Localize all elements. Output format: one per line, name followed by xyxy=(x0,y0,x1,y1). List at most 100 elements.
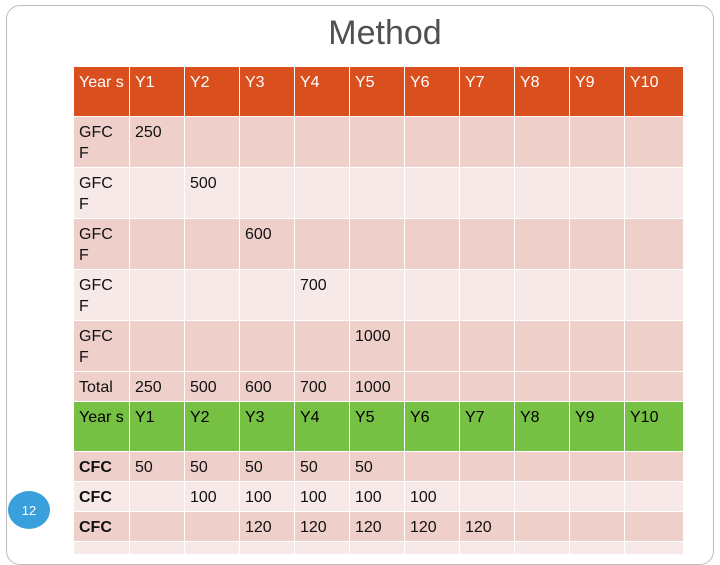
table-cell xyxy=(349,269,405,321)
table-cell: 50 xyxy=(129,451,185,482)
gfcf-row: GFC F 1000 xyxy=(73,320,684,372)
row-label-cell: Year s xyxy=(73,401,130,452)
table-cell xyxy=(239,167,295,219)
table-cell xyxy=(459,451,515,482)
table-cell xyxy=(569,481,625,512)
table-cell: Y9 xyxy=(569,401,625,452)
table-cell xyxy=(404,371,460,402)
table-cell xyxy=(129,541,185,555)
table-cell xyxy=(404,320,460,372)
table-cell xyxy=(184,218,240,270)
table-cell xyxy=(404,218,460,270)
table-cell xyxy=(624,451,684,482)
table-cell: 120 xyxy=(459,511,515,542)
table-cell xyxy=(73,541,130,555)
table-cell: 250 xyxy=(129,116,185,168)
table-cell xyxy=(459,269,515,321)
table-cell xyxy=(184,269,240,321)
table-cell: Y6 xyxy=(404,66,460,117)
table-cell xyxy=(569,451,625,482)
table-cell xyxy=(129,269,185,321)
table-cell xyxy=(459,218,515,270)
table-cell xyxy=(239,269,295,321)
table-cell xyxy=(624,541,684,555)
table-cell: 500 xyxy=(184,167,240,219)
table-cell: 120 xyxy=(404,511,460,542)
table-cell xyxy=(569,320,625,372)
table-cell: 500 xyxy=(184,371,240,402)
table-cell xyxy=(514,371,570,402)
cfc-row: CFC 120 120 120 120 120 xyxy=(73,511,684,542)
table-cell: 100 xyxy=(349,481,405,512)
row-label-cell: GFC F xyxy=(73,320,130,372)
table-cell xyxy=(569,269,625,321)
cfc-row: CFC 100 100 100 100 100 xyxy=(73,481,684,512)
table-cell: Y3 xyxy=(239,66,295,117)
table-cell xyxy=(514,511,570,542)
row-label-cell: GFC F xyxy=(73,218,130,270)
table-cell xyxy=(239,541,295,555)
table-cell xyxy=(569,167,625,219)
table-cell: Y2 xyxy=(184,66,240,117)
cfc-row: CFC 50 50 50 50 50 xyxy=(73,451,684,482)
table-cell xyxy=(349,167,405,219)
table-cell xyxy=(349,218,405,270)
table-cell: Y4 xyxy=(294,66,350,117)
table-cell: 100 xyxy=(294,481,350,512)
table-cell xyxy=(624,320,684,372)
table-cell xyxy=(624,481,684,512)
table-cell: 50 xyxy=(184,451,240,482)
table-cell: 600 xyxy=(239,218,295,270)
cutoff-row xyxy=(73,541,684,555)
table-cell xyxy=(404,116,460,168)
table-cell xyxy=(459,320,515,372)
table-cell xyxy=(459,541,515,555)
table-cell xyxy=(514,218,570,270)
table-cell: Y10 xyxy=(624,401,684,452)
row-label-cell: CFC xyxy=(73,481,130,512)
table-cell xyxy=(569,371,625,402)
table-cell: Y8 xyxy=(514,401,570,452)
table-cell xyxy=(569,511,625,542)
row-label-cell: GFC F xyxy=(73,269,130,321)
table-cell: 250 xyxy=(129,371,185,402)
row-label-cell: CFC xyxy=(73,451,130,482)
total-row: Total 250 500 600 700 1000 xyxy=(73,371,684,402)
table-cell xyxy=(624,269,684,321)
table-cell: Y8 xyxy=(514,66,570,117)
table-cell xyxy=(184,116,240,168)
table-cell: 120 xyxy=(294,511,350,542)
slide-number-badge: 12 xyxy=(8,491,50,529)
table-cell xyxy=(514,320,570,372)
table-cell xyxy=(514,451,570,482)
table-cell xyxy=(514,269,570,321)
table-cell: 100 xyxy=(404,481,460,512)
table-cell xyxy=(129,218,185,270)
table-cell: 100 xyxy=(184,481,240,512)
row-label-cell: GFC F xyxy=(73,167,130,219)
table-cell: 50 xyxy=(239,451,295,482)
gfcf-row: GFC F 700 xyxy=(73,269,684,321)
table-cell xyxy=(514,167,570,219)
table-cell: Y10 xyxy=(624,66,684,117)
table-cell xyxy=(349,116,405,168)
table-cell: 700 xyxy=(294,269,350,321)
table-cell: Y4 xyxy=(294,401,350,452)
table-cell: Y9 xyxy=(569,66,625,117)
table-cell: 120 xyxy=(349,511,405,542)
row-label-cell: CFC xyxy=(73,511,130,542)
gfcf-row: GFC F 600 xyxy=(73,218,684,270)
table-cell xyxy=(624,218,684,270)
table-cell: Y5 xyxy=(349,66,405,117)
table-cell xyxy=(239,320,295,372)
table-cell xyxy=(624,511,684,542)
table-cell xyxy=(514,541,570,555)
table-cell xyxy=(569,541,625,555)
table-cell: 600 xyxy=(239,371,295,402)
row-label-cell: Year s xyxy=(73,66,130,117)
table-cell: Y3 xyxy=(239,401,295,452)
table-cell xyxy=(294,167,350,219)
table-cell xyxy=(624,167,684,219)
table-cell xyxy=(404,541,460,555)
table-cell xyxy=(459,371,515,402)
